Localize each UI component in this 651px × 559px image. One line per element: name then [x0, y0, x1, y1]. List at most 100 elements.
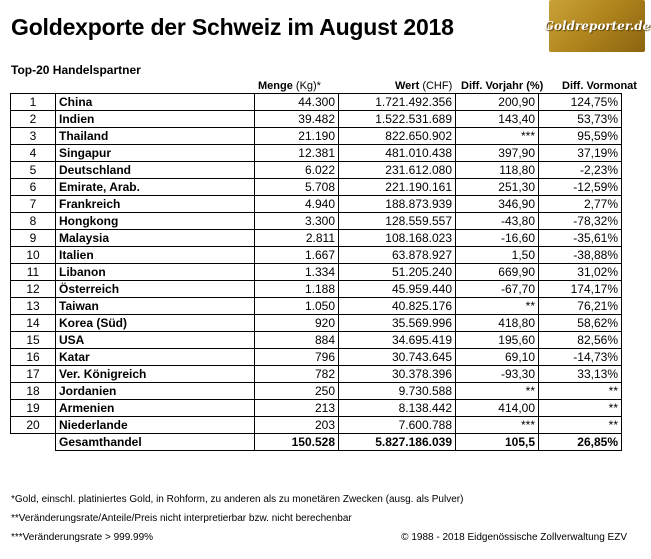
menge-cell: 1.334	[254, 263, 339, 281]
footnote-1: *Gold, einschl. platiniertes Gold, in Ro…	[11, 494, 464, 505]
vormonat-cell: 31,02%	[538, 263, 622, 281]
menge-cell: 796	[254, 348, 339, 366]
table-row: 6 Emirate, Arab. 5.708 221.190.161 251,30 -12…	[10, 178, 622, 196]
table-subtitle: Top-20 Handelspartner	[11, 63, 141, 77]
table-row: 7 Frankreich 4.940 188.873.939 346,90 2,77%	[10, 195, 622, 213]
rank-cell: 19	[10, 399, 56, 417]
rank-cell: 5	[10, 161, 56, 179]
wert-cell: 63.878.927	[338, 246, 456, 264]
footnote-3: ***Veränderungsrate > 999.99%	[11, 532, 154, 543]
vorjahr-cell: 118,80	[455, 161, 539, 179]
table-row: 17 Ver. Königreich 782 30.378.396 -93,30 33,1…	[10, 365, 622, 383]
vormonat-cell: -38,88%	[538, 246, 622, 264]
vormonat-cell: 82,56%	[538, 331, 622, 349]
menge-cell: 920	[254, 314, 339, 332]
copyright-notice: © 1988 - 2018 Eidgenössische Zollverwalt…	[401, 532, 627, 543]
country-cell: Jordanien	[55, 382, 255, 400]
vormonat-cell: -35,61%	[538, 229, 622, 247]
table-row: 15 USA 884 34.695.419 195,60 82,56%	[10, 331, 622, 349]
wert-cell: 481.010.438	[338, 144, 456, 162]
menge-cell: 782	[254, 365, 339, 383]
wert-cell: 40.825.176	[338, 297, 456, 315]
wert-cell: 822.650.902	[338, 127, 456, 145]
table-row: 10 Italien 1.667 63.878.927 1,50 -38,88%	[10, 246, 622, 264]
wert-cell: 128.559.557	[338, 212, 456, 230]
rank-cell: 3	[10, 127, 56, 145]
vorjahr-cell: -16,60	[455, 229, 539, 247]
table-row: 2 Indien 39.482 1.522.531.689 143,40 53,73%	[10, 110, 622, 128]
goldreporter-logo: Goldreporter.de	[544, 0, 650, 52]
rank-cell: 15	[10, 331, 56, 349]
country-cell: China	[55, 93, 255, 111]
country-cell: USA	[55, 331, 255, 349]
menge-cell: 4.940	[254, 195, 339, 213]
wert-cell: 1.721.492.356	[338, 93, 456, 111]
rank-cell: 12	[10, 280, 56, 298]
vorjahr-cell: -93,30	[455, 365, 539, 383]
vorjahr-cell: 251,30	[455, 178, 539, 196]
country-cell: Deutschland	[55, 161, 255, 179]
country-cell: Katar	[55, 348, 255, 366]
vorjahr-cell: -67,70	[455, 280, 539, 298]
vormonat-cell: -14,73%	[538, 348, 622, 366]
total-menge-cell: 150.528	[254, 433, 339, 451]
table-row: 12 Österreich 1.188 45.959.440 -67,70 174,17%	[10, 280, 622, 298]
menge-cell: 1.050	[254, 297, 339, 315]
table-row: 4 Singapur 12.381 481.010.438 397,90 37,19%	[10, 144, 622, 162]
vormonat-cell: 124,75%	[538, 93, 622, 111]
wert-cell: 221.190.161	[338, 178, 456, 196]
export-table: 1 China 44.300 1.721.492.356 200,90 124,75% 2 I…	[10, 93, 622, 451]
vormonat-cell: -78,32%	[538, 212, 622, 230]
menge-cell: 884	[254, 331, 339, 349]
wert-cell: 188.873.939	[338, 195, 456, 213]
table-row: 9 Malaysia 2.811 108.168.023 -16,60 -35,61%	[10, 229, 622, 247]
country-cell: Malaysia	[55, 229, 255, 247]
rank-cell: 8	[10, 212, 56, 230]
rank-cell: 9	[10, 229, 56, 247]
table-row: 19 Armenien 213 8.138.442 414,00 **	[10, 399, 622, 417]
menge-cell: 2.811	[254, 229, 339, 247]
country-cell: Österreich	[55, 280, 255, 298]
rank-cell: 17	[10, 365, 56, 383]
vorjahr-cell: ***	[455, 127, 539, 145]
wert-cell: 30.743.645	[338, 348, 456, 366]
vorjahr-cell: 69,10	[455, 348, 539, 366]
total-blank-cell	[10, 433, 56, 451]
wert-cell: 1.522.531.689	[338, 110, 456, 128]
vorjahr-cell: **	[455, 382, 539, 400]
total-vorjahr-cell: 105,5	[455, 433, 539, 451]
country-cell: Italien	[55, 246, 255, 264]
vormonat-cell: **	[538, 382, 622, 400]
vorjahr-cell: 346,90	[455, 195, 539, 213]
vormonat-cell: 33,13%	[538, 365, 622, 383]
total-row: Gesamthandel 150.528 5.827.186.039 105,5 26,…	[10, 433, 622, 451]
vormonat-cell: 53,73%	[538, 110, 622, 128]
header-menge-label: Menge	[258, 80, 293, 92]
rank-cell: 11	[10, 263, 56, 281]
wert-cell: 30.378.396	[338, 365, 456, 383]
country-cell: Taiwan	[55, 297, 255, 315]
country-cell: Armenien	[55, 399, 255, 417]
menge-cell: 203	[254, 416, 339, 434]
header-wert-unit: (CHF)	[422, 80, 453, 92]
table-row: 8 Hongkong 3.300 128.559.557 -43,80 -78,32%	[10, 212, 622, 230]
logo-text: Goldreporter.de	[543, 19, 651, 33]
rank-cell: 14	[10, 314, 56, 332]
page-title: Goldexporte der Schweiz im August 2018	[11, 14, 454, 40]
vorjahr-cell: 414,00	[455, 399, 539, 417]
menge-cell: 3.300	[254, 212, 339, 230]
header-vormonat: Diff. Vormonat	[562, 80, 637, 92]
vormonat-cell: 95,59%	[538, 127, 622, 145]
menge-cell: 12.381	[254, 144, 339, 162]
wert-cell: 51.205.240	[338, 263, 456, 281]
menge-cell: 1.667	[254, 246, 339, 264]
vormonat-cell: -2,23%	[538, 161, 622, 179]
wert-cell: 7.600.788	[338, 416, 456, 434]
table-row: 1 China 44.300 1.721.492.356 200,90 124,75%	[10, 93, 622, 111]
table-row: 13 Taiwan 1.050 40.825.176 ** 76,21%	[10, 297, 622, 315]
vorjahr-cell: **	[455, 297, 539, 315]
rank-cell: 1	[10, 93, 56, 111]
vormonat-cell: 37,19%	[538, 144, 622, 162]
menge-cell: 213	[254, 399, 339, 417]
rank-cell: 10	[10, 246, 56, 264]
